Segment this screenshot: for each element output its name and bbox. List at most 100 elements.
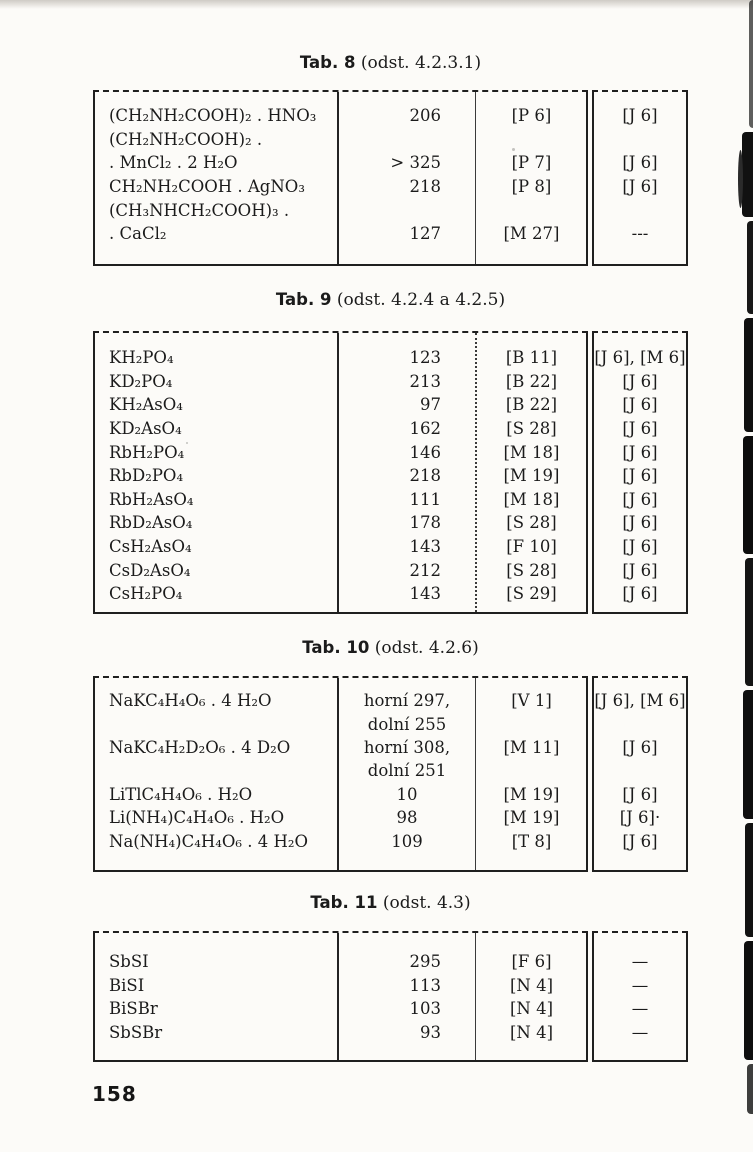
table-row: SbSI 295 [F 6] bbox=[95, 950, 586, 974]
formula-cell: BiSBr bbox=[109, 999, 158, 1019]
scan-edge-artifact bbox=[747, 1064, 753, 1114]
table-rows: KH₂PO₄ 123 [B 11] KD₂PO₄ 213 [B 22] KH₂AsO₄ 97 [… bbox=[95, 346, 586, 606]
ref1-cell: [B 11] bbox=[505, 348, 558, 368]
table-8-ref-box: [J 6] [J 6] [J 6] --- bbox=[592, 90, 688, 266]
table-row: . MnCl₂ . 2 H₂O > 325 [P 7] bbox=[95, 151, 586, 175]
table-11-ref-box: — — — — bbox=[592, 931, 688, 1062]
ref2-cell: [J 6], [M 6] bbox=[594, 691, 686, 711]
ref2-cell bbox=[594, 198, 686, 222]
scan-edge-artifact bbox=[745, 823, 753, 937]
formula-cell: SbSBr bbox=[109, 1022, 163, 1042]
scan-edge-artifact bbox=[738, 150, 743, 208]
formula-cell: KH₂PO₄ bbox=[109, 348, 174, 368]
formula-cell: RbH₂AsO₄ bbox=[109, 489, 194, 509]
formula-cell: NaKC₄H₄O₆ . 4 H₂O bbox=[109, 691, 272, 711]
table-row: KH₂AsO₄ 97 [B 22] bbox=[95, 393, 586, 417]
formula-cell: (CH₃NHCH₂COOH)₃ . bbox=[109, 200, 290, 220]
scan-edge-artifact bbox=[743, 436, 753, 554]
ref1-cell: [M 19] bbox=[503, 784, 560, 804]
ref1-cell: [S 29] bbox=[506, 584, 557, 604]
formula-cell: Li(NH₄)C₄H₄O₆ . H₂O bbox=[109, 808, 285, 828]
value-cell: 127 bbox=[409, 224, 442, 244]
table-row: KD₂AsO₄ 162 [S 28] bbox=[95, 417, 586, 441]
ref2-cell: — bbox=[631, 1022, 649, 1042]
ref2-cell: [J 6] bbox=[622, 371, 658, 391]
ref1-cell: [P 7] bbox=[511, 153, 552, 173]
value-cell: 143 bbox=[409, 584, 442, 604]
formula-cell: SbSI bbox=[109, 952, 149, 972]
table-row: RbD₂PO₄ 218 [M 19] bbox=[95, 464, 586, 488]
table-row: NaKC₄H₂D₂O₆ . 4 D₂O horní 308, [M 11] bbox=[95, 736, 586, 759]
scan-edge-artifact bbox=[747, 221, 753, 314]
value-cell: 123 bbox=[409, 348, 442, 368]
ref2-rows: — — — — bbox=[594, 950, 686, 1044]
formula-cell: (CH₂NH₂COOH)₂ . bbox=[109, 129, 263, 149]
table-9-title-section: (odst. 4.2.4 a 4.2.5) bbox=[331, 290, 506, 310]
value-cell: 218 bbox=[409, 177, 442, 197]
column-separator bbox=[475, 933, 476, 1060]
value-cell: dolní 251 bbox=[367, 761, 447, 781]
column-separator bbox=[337, 333, 339, 612]
formula-cell: LiTlC₄H₄O₆ . H₂O bbox=[109, 784, 253, 804]
value-cell: 178 bbox=[409, 513, 442, 533]
table-9-main-box: KH₂PO₄ 123 [B 11] KD₂PO₄ 213 [B 22] KH₂AsO₄ 97 [… bbox=[93, 331, 588, 614]
table-row: BiSBr 103 [N 4] bbox=[95, 997, 586, 1021]
value-cell: 93 bbox=[420, 1022, 441, 1042]
ref1-cell: [F 10] bbox=[506, 537, 557, 557]
value-cell: > 325 bbox=[390, 153, 441, 173]
scan-edge-artifact bbox=[743, 690, 753, 819]
ref2-rows: [J 6] [J 6] [J 6] --- bbox=[594, 104, 686, 246]
value-cell: 97 bbox=[420, 395, 441, 415]
value-cell: horní 308, bbox=[363, 737, 451, 757]
ref1-cell: [S 28] bbox=[506, 560, 557, 580]
ref1-cell: [N 4] bbox=[509, 999, 554, 1019]
ref2-cell: [J 6], [M 6] bbox=[594, 348, 686, 368]
value-cell: 212 bbox=[409, 560, 442, 580]
table-11: SbSI 295 [F 6] BiSI 113 [N 4] BiSBr 103 [N 4] SbS… bbox=[93, 931, 688, 1062]
ref1-cell: [B 22] bbox=[505, 371, 558, 391]
table-row: (CH₂NH₂COOH)₂ . HNO₃ 206 [P 6] bbox=[95, 104, 586, 128]
ref2-cell: [J 6] bbox=[622, 784, 658, 804]
column-separator bbox=[337, 933, 339, 1060]
value-cell: horní 297, bbox=[363, 691, 451, 711]
formula-cell: RbD₂PO₄ bbox=[109, 466, 184, 486]
table-9: KH₂PO₄ 123 [B 11] KD₂PO₄ 213 [B 22] KH₂AsO₄ 97 [… bbox=[93, 331, 688, 614]
table-row: RbD₂AsO₄ 178 [S 28] bbox=[95, 511, 586, 535]
ref2-cell: [J 6] bbox=[622, 537, 658, 557]
ref2-cell: [J 6] bbox=[622, 419, 658, 439]
ref2-cell: [J 6]· bbox=[619, 808, 661, 828]
ref2-cell: [J 6] bbox=[622, 177, 658, 197]
table-row: Na(NH₄)C₄H₄O₆ . 4 H₂O 109 [T 8] bbox=[95, 829, 586, 852]
ref2-cell bbox=[594, 128, 686, 152]
ref2-cell: [J 6] bbox=[622, 395, 658, 415]
ref2-cell: [J 6] bbox=[622, 466, 658, 486]
table-row: CsD₂AsO₄ 212 [S 28] bbox=[95, 558, 586, 582]
value-cell: 10 bbox=[396, 784, 418, 804]
column-separator bbox=[337, 92, 339, 264]
table-row: NaKC₄H₄O₆ . 4 H₂O horní 297, [V 1] bbox=[95, 689, 586, 712]
value-cell: 98 bbox=[396, 808, 418, 828]
scan-speck bbox=[640, 838, 643, 840]
table-11-main-box: SbSI 295 [F 6] BiSI 113 [N 4] BiSBr 103 [N 4] SbS… bbox=[93, 931, 588, 1062]
ref1-cell: [N 4] bbox=[509, 1022, 554, 1042]
value-cell: 146 bbox=[409, 442, 442, 462]
table-11-title-label: Tab. 11 bbox=[310, 893, 378, 912]
table-10: NaKC₄H₄O₆ . 4 H₂O horní 297, [V 1] dolní 25… bbox=[93, 676, 688, 872]
ref2-rows: [J 6], [M 6] [J 6] [J 6] [J 6]· [J 6] bbox=[594, 689, 686, 853]
column-separator bbox=[475, 92, 476, 264]
table-8: (CH₂NH₂COOH)₂ . HNO₃ 206 [P 6] (CH₂NH₂COOH)… bbox=[93, 90, 688, 266]
formula-cell: Na(NH₄)C₄H₄O₆ . 4 H₂O bbox=[109, 831, 308, 851]
value-cell: 213 bbox=[409, 371, 442, 391]
ref1-cell: [T 8] bbox=[511, 831, 552, 851]
table-row: (CH₂NH₂COOH)₂ . bbox=[95, 128, 586, 152]
value-cell: 109 bbox=[391, 831, 423, 851]
ref2-cell: [J 6] bbox=[622, 560, 658, 580]
table-10-main-box: NaKC₄H₄O₆ . 4 H₂O horní 297, [V 1] dolní 25… bbox=[93, 676, 588, 872]
scan-edge-artifact bbox=[744, 318, 753, 432]
value-cell: 162 bbox=[409, 419, 442, 439]
formula-cell: CsD₂AsO₄ bbox=[109, 560, 191, 580]
value-cell: 143 bbox=[409, 537, 442, 557]
value-cell: 295 bbox=[409, 952, 442, 972]
table-row: CsH₂AsO₄ 143 [F 10] bbox=[95, 535, 586, 559]
table-row: dolní 251 bbox=[95, 759, 586, 782]
